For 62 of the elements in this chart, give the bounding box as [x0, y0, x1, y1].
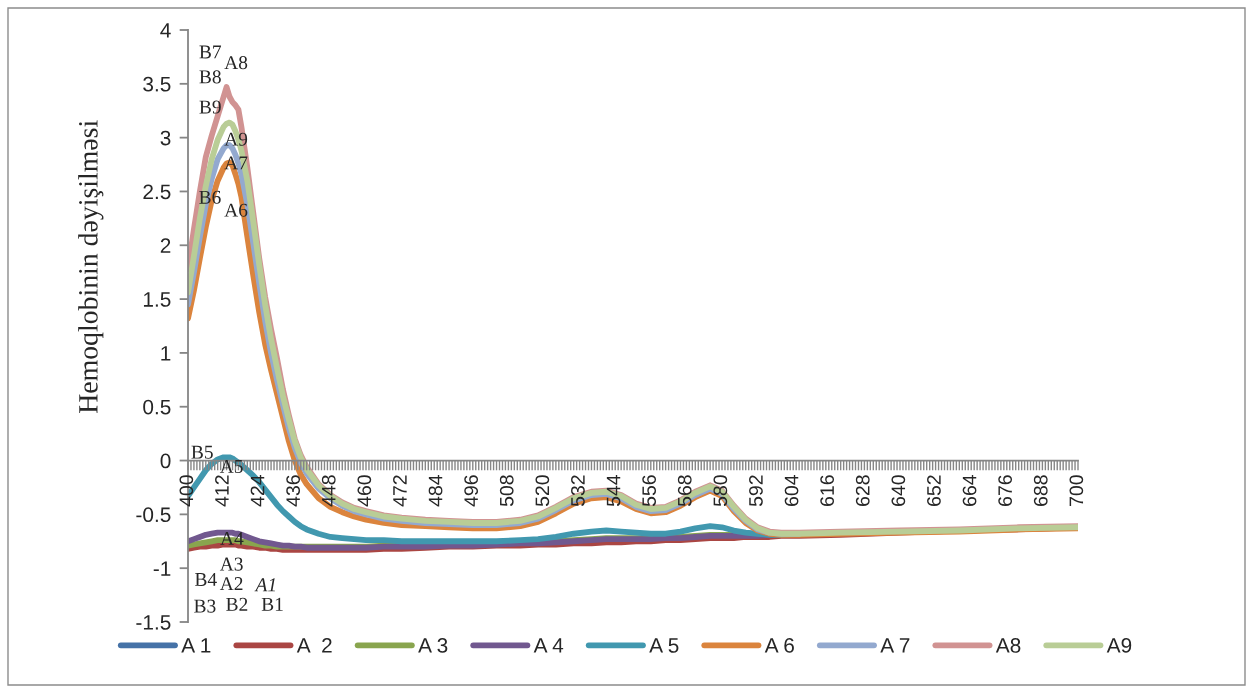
x-tick-label: 448: [321, 475, 336, 507]
x-tick-label: 532: [571, 475, 585, 507]
legend-label: A 6: [764, 638, 794, 653]
x-tick-label: 616: [820, 475, 835, 506]
annotation: B3: [194, 599, 216, 613]
x-tick-label: 520: [535, 475, 550, 507]
x-tick-label: 628: [855, 475, 870, 506]
legend-label: A 2: [296, 638, 332, 653]
x-tick-label: 412: [215, 475, 229, 507]
x-tick-label: 436: [286, 475, 301, 507]
y-tick-label: -1.5: [136, 615, 171, 630]
y-tick-label: -0.5: [136, 507, 171, 523]
y-tick-label: -1: [153, 561, 171, 576]
x-tick-label: 544: [606, 475, 621, 507]
y-tick-label: 4: [160, 23, 171, 38]
x-tick-label: 484: [428, 475, 443, 507]
y-tick-label: 2.5: [143, 184, 171, 200]
annotation: A8: [224, 56, 248, 70]
annotation: B8: [199, 70, 221, 84]
legend-label: A 1: [181, 638, 211, 653]
x-tick-label: 592: [749, 475, 763, 507]
x-tick-label: 568: [677, 475, 692, 507]
y-tick-label: 1: [161, 346, 171, 361]
annotation: A3: [219, 557, 243, 571]
legend-label: A 3: [418, 638, 448, 653]
x-tick-label: 664: [962, 475, 977, 506]
x-tick-label: 472: [393, 475, 407, 507]
annotation: B7: [199, 45, 222, 59]
x-tick-label: 700: [1069, 475, 1084, 506]
legend-label: A 7: [880, 638, 910, 653]
x-tick-label: 604: [784, 475, 799, 506]
x-tick-label: 508: [499, 475, 514, 507]
legend-label: A9: [1106, 638, 1132, 653]
annotation: B1: [261, 597, 283, 611]
annotation: B2: [226, 597, 248, 611]
legend-label: A 4: [533, 638, 564, 653]
annotation: B4: [195, 573, 217, 586]
x-tick-label: 424: [250, 475, 265, 507]
annotation: A1: [254, 578, 276, 592]
x-tick-label: 460: [357, 475, 372, 507]
x-tick-label: 676: [998, 475, 1013, 506]
y-tick-label: 3.5: [143, 76, 171, 92]
x-tick-label: 580: [713, 475, 728, 507]
x-tick-label: 688: [1033, 475, 1048, 506]
y-tick-label: 0: [160, 453, 171, 469]
y-tick-label: 3: [160, 130, 171, 146]
annotation: A9: [224, 132, 248, 146]
legend-label: A8: [995, 638, 1021, 653]
x-tick-label: 652: [927, 475, 941, 506]
x-tick-label: 640: [891, 475, 906, 506]
legend-label: A 5: [649, 638, 679, 653]
y-tick-label: 1.5: [143, 292, 171, 307]
x-tick-label: 400: [179, 475, 194, 507]
y-tick-label: 0.5: [143, 399, 171, 415]
annotation: B5: [191, 445, 213, 459]
annotation: B9: [199, 100, 221, 114]
x-tick-label: 496: [464, 475, 479, 507]
annotation: A2: [219, 577, 243, 590]
x-tick-label: 556: [642, 475, 657, 507]
y-axis-title: Hemoqlobinin dəyişilməsi: [78, 120, 104, 413]
annotation: A7: [224, 156, 248, 170]
y-tick-label: 2: [160, 238, 171, 253]
